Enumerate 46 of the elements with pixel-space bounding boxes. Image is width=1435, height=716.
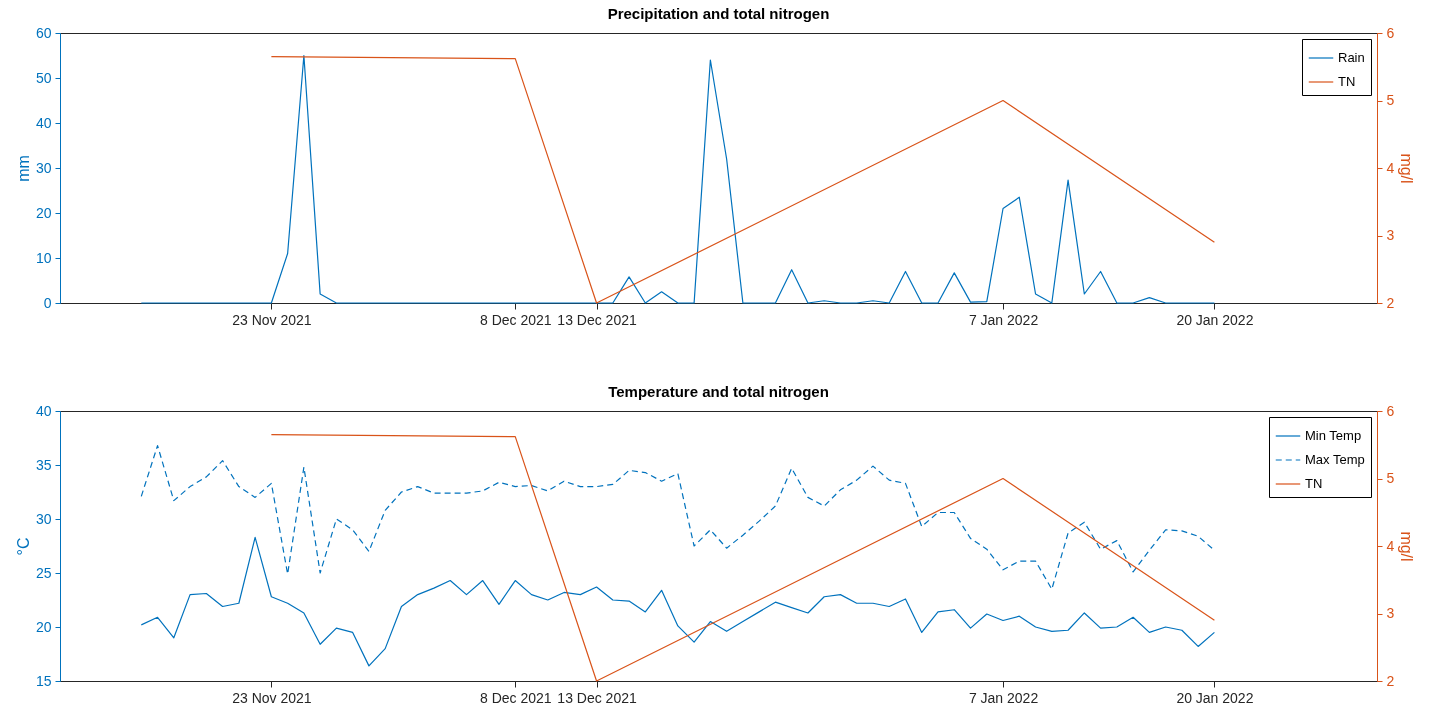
y-tick-label: 10	[35, 249, 52, 266]
line-series	[140, 536, 1216, 667]
legend-label: Min Temp	[1305, 428, 1362, 443]
y-tick-label: 40	[35, 114, 52, 131]
y-tick-label: 50	[35, 69, 52, 86]
y2-axis-title: mg/l	[1398, 153, 1416, 184]
y2-tick-label: 4	[1386, 537, 1395, 554]
x-tick-label: 8 Dec 2021	[479, 689, 552, 706]
y-tick-label: 25	[35, 564, 52, 581]
y-tick-label: 15	[35, 672, 52, 689]
x-tick-label: 23 Nov 2021	[232, 311, 312, 328]
x-tick-label: 13 Dec 2021	[557, 689, 637, 706]
y2-tick-label: 6	[1386, 24, 1395, 41]
y2-tick-label: 5	[1386, 470, 1395, 486]
y-tick-label: 35	[35, 456, 52, 473]
y-axis-title: mm	[14, 155, 32, 182]
chart-title: Temperature and total nitrogen	[608, 383, 829, 400]
legend-label: Rain	[1338, 50, 1365, 65]
legend-label: Max Temp	[1305, 452, 1365, 467]
x-tick-label: 20 Jan 2022	[1176, 689, 1254, 706]
x-tick-label: 23 Nov 2021	[232, 689, 312, 706]
y-tick-label: 30	[35, 510, 52, 527]
y-tick-label: 60	[35, 24, 52, 41]
y2-tick-label: 2	[1386, 672, 1395, 689]
line-series	[270, 434, 1216, 682]
y2-tick-label: 3	[1386, 605, 1395, 621]
legend-label: TN	[1305, 476, 1323, 491]
y2-tick-label: 5	[1386, 92, 1395, 108]
y-axis-title: °C	[14, 537, 32, 556]
y-tick-label: 0	[43, 294, 52, 311]
x-tick-label: 8 Dec 2021	[479, 311, 552, 328]
x-tick-label: 7 Jan 2022	[968, 311, 1039, 328]
y-tick-label: 30	[35, 159, 52, 176]
chart-title: Precipitation and total nitrogen	[607, 5, 830, 22]
x-tick-label: 7 Jan 2022	[968, 689, 1039, 706]
y2-tick-label: 3	[1386, 227, 1395, 243]
legend-label: TN	[1338, 74, 1356, 89]
y-tick-label: 20	[35, 618, 52, 635]
x-tick-label: 20 Jan 2022	[1176, 311, 1254, 328]
y2-tick-label: 6	[1386, 402, 1395, 419]
y2-tick-label: 4	[1386, 159, 1395, 176]
y-tick-label: 20	[35, 204, 52, 221]
x-tick-label: 13 Dec 2021	[557, 311, 637, 328]
y2-axis-title: mg/l	[1398, 531, 1416, 562]
y-tick-label: 40	[35, 402, 52, 419]
y2-tick-label: 2	[1386, 294, 1395, 311]
